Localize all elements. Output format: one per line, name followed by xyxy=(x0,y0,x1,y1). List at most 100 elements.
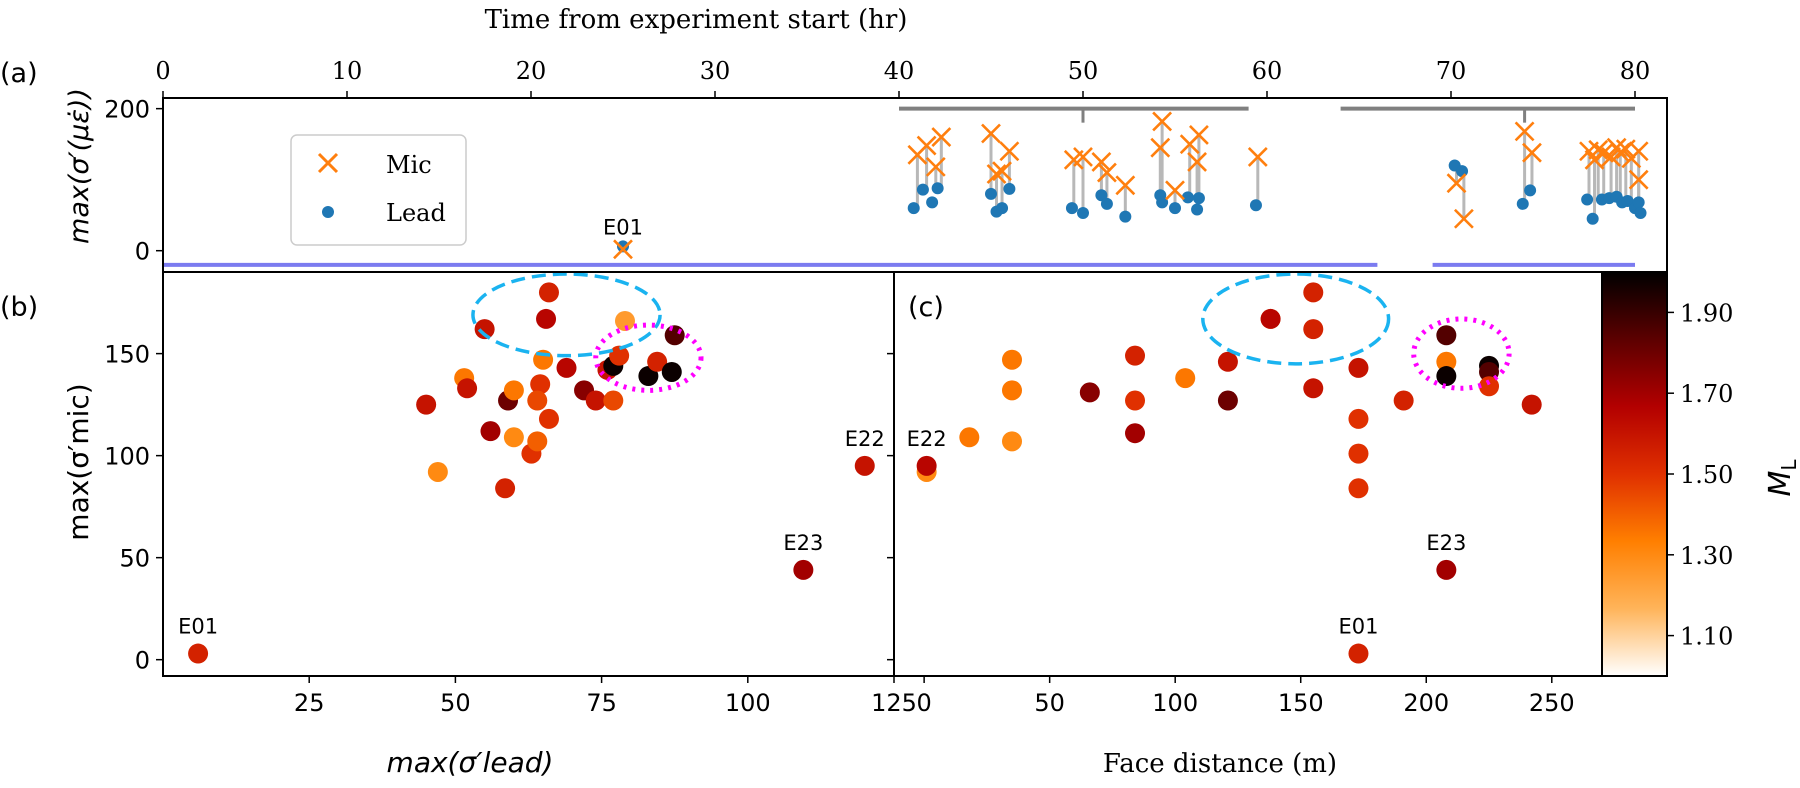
mic-point xyxy=(1073,147,1093,167)
lead-point xyxy=(931,182,944,195)
panel-b-point xyxy=(556,357,577,378)
panel-c-point xyxy=(1348,478,1369,499)
panel-b-ytick-label: 100 xyxy=(104,443,150,471)
panel-b-annotations: E01 E22 E23 xyxy=(178,427,885,639)
mic-point-stroke xyxy=(613,239,633,260)
mic-point-stroke xyxy=(1628,169,1649,190)
panel-c-xtick-label: 0 xyxy=(916,689,931,717)
panel-c-point xyxy=(1079,382,1100,403)
panel-c-point xyxy=(1521,394,1542,415)
mic-point-stroke xyxy=(1588,139,1609,160)
lead-point xyxy=(916,183,929,196)
legend-lead-marker-icon xyxy=(322,206,334,218)
top-axis-ticks: 0 10 20 30 40 50 60 70 80 xyxy=(155,57,1650,98)
panel-c-point xyxy=(916,455,937,476)
mic-point-stroke xyxy=(1073,147,1093,167)
mic-point xyxy=(1446,173,1467,194)
panel-c-xtick-label: 50 xyxy=(1034,689,1065,717)
mic-point-stroke xyxy=(925,156,946,177)
mic-point-stroke xyxy=(1247,147,1268,167)
panel-c-point xyxy=(1002,380,1022,401)
mic-point-stroke xyxy=(1150,137,1171,158)
panel-b-point xyxy=(538,282,559,303)
legend-mic-marker-icon xyxy=(317,152,339,174)
legend-frame xyxy=(290,134,467,246)
panel-b-point xyxy=(638,366,659,387)
lead-point xyxy=(1192,192,1205,205)
top-axis-tick-label: 10 xyxy=(332,57,363,85)
panel-b-points xyxy=(188,282,875,664)
mic-point xyxy=(992,161,1012,182)
mic-point-stroke xyxy=(1115,175,1136,196)
mic-point xyxy=(916,135,937,156)
panel-a-ytick-label: 200 xyxy=(104,96,150,124)
panel-b-xtick-label: 100 xyxy=(725,689,771,717)
panel-b-point xyxy=(480,421,501,442)
legend: Mic Lead xyxy=(290,134,467,246)
panel-c-xtick-label: 150 xyxy=(1278,689,1324,717)
panel-b-ytick-label: 0 xyxy=(135,647,150,675)
panel-b-point xyxy=(661,361,682,382)
mic-point-stroke xyxy=(1152,111,1173,132)
colorbar-tick-label: 1.10 xyxy=(1680,623,1733,651)
panel-c-point xyxy=(1217,390,1238,411)
panel-c-xtick-label: 250 xyxy=(1529,689,1575,717)
top-axis-label: Time from experiment start (hr) xyxy=(485,5,908,35)
mic-point xyxy=(1097,162,1117,183)
panel-b-xtick-label: 125 xyxy=(871,689,917,717)
panel-b-point xyxy=(538,408,559,429)
mic-point-stroke xyxy=(931,127,952,147)
panel-b-ytick-label: 50 xyxy=(119,545,150,573)
mic-series xyxy=(613,111,1649,260)
panel-c-point xyxy=(1436,325,1457,346)
top-time-axis: Time from experiment start (hr) 0 10 20 30 4… xyxy=(155,5,1650,98)
mic-point xyxy=(931,127,952,147)
panel-c-point xyxy=(1002,349,1022,370)
panel-b-label: (b) xyxy=(0,292,38,323)
panel-b-annotation: E22 xyxy=(845,427,885,451)
legend-lead-label: Lead xyxy=(386,199,446,227)
lead-point xyxy=(996,202,1009,215)
panel-c-point xyxy=(1175,368,1196,389)
panel-b-annotation: E01 xyxy=(178,615,218,639)
lead-point xyxy=(985,187,997,200)
mic-point-stroke xyxy=(1522,142,1542,163)
mic-point-stroke xyxy=(981,123,1001,144)
colorbar-label-main: M xyxy=(1763,471,1798,497)
panel-b-point xyxy=(427,461,448,482)
panel-a-annotation: E01 xyxy=(603,215,643,239)
panel-c-point xyxy=(1303,378,1324,399)
lead-point xyxy=(1156,196,1169,209)
mic-point xyxy=(1628,169,1649,190)
colorbar-label-subscript: L xyxy=(1777,459,1800,471)
lead-series xyxy=(617,159,1647,253)
cluster-dashed-ellipse xyxy=(471,272,662,358)
panel-c-xlabel: Face distance (m) xyxy=(1103,749,1337,779)
lead-point xyxy=(1634,207,1647,220)
mic-point xyxy=(1189,125,1209,145)
mic-point xyxy=(1522,142,1542,163)
top-axis-tick-label: 40 xyxy=(884,57,915,85)
panel-c-point xyxy=(1217,351,1238,372)
panel-c-point xyxy=(1436,351,1457,372)
lead-point xyxy=(1003,182,1016,195)
cluster-dotted-ellipse xyxy=(593,322,704,393)
panel-b-point xyxy=(527,390,548,411)
legend-mic-label: Mic xyxy=(386,151,432,179)
panel-b-point xyxy=(527,431,548,452)
panel-b-xlabel: max(σ′lead) xyxy=(387,746,554,779)
lead-point xyxy=(1181,191,1194,204)
panel-b-frame xyxy=(162,271,895,677)
lead-point xyxy=(907,202,920,215)
mic-point-stroke xyxy=(1628,141,1649,162)
top-axis-tick-label: 60 xyxy=(1252,57,1283,85)
colorbar-gradient-bar xyxy=(1602,272,1667,676)
lead-point xyxy=(1100,197,1113,210)
panel-b-xtick-label: 50 xyxy=(440,689,471,717)
panel-c-point xyxy=(1002,431,1022,452)
top-axis-tick-label: 0 xyxy=(155,57,170,85)
mic-point-stroke xyxy=(992,161,1012,182)
mic-point xyxy=(1091,151,1112,172)
